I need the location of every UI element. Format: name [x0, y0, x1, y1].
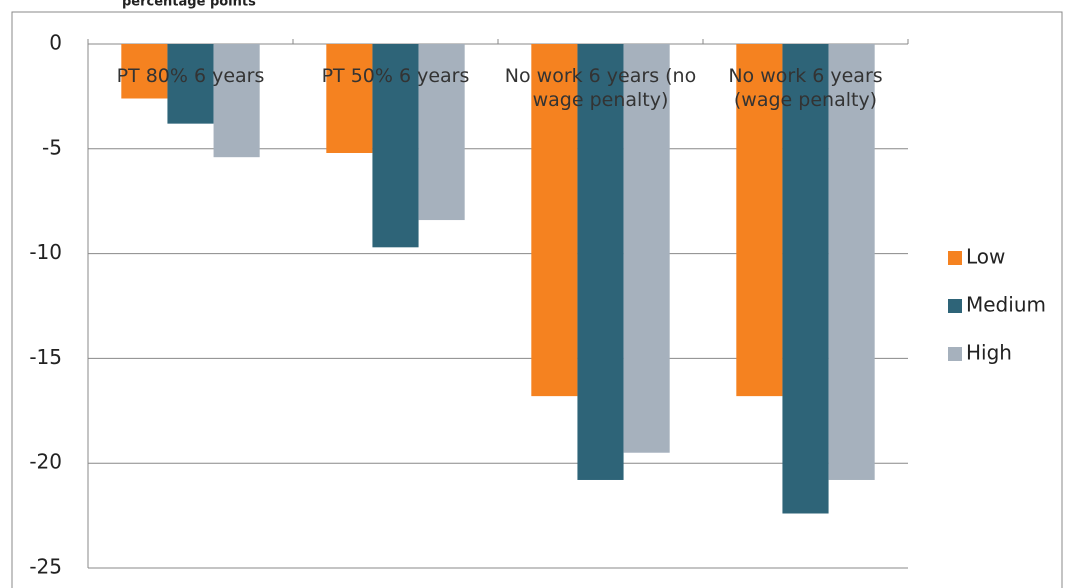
- y-tick-label: -10: [29, 240, 62, 264]
- bar: [418, 44, 465, 221]
- bar: [577, 44, 624, 480]
- y-tick-label: -25: [29, 555, 62, 579]
- bar: [531, 44, 578, 397]
- bar: [623, 44, 670, 453]
- x-tick-label: No work 6 years (no wage penalty): [504, 65, 697, 111]
- bar: [121, 44, 168, 99]
- bar: [782, 44, 829, 514]
- y-tick-label: 0: [49, 31, 62, 55]
- bar: [167, 44, 214, 124]
- bar: [736, 44, 783, 397]
- legend-swatch: [948, 299, 962, 313]
- legend-label: Low: [966, 245, 1005, 269]
- x-tick-label: No work 6 years (wage penalty): [728, 65, 883, 111]
- bar: [828, 44, 875, 480]
- bar: [326, 44, 373, 153]
- legend-swatch: [948, 347, 962, 361]
- chart-title: percentage points: [122, 0, 256, 10]
- legend-label: Medium: [966, 293, 1046, 317]
- bar: [372, 44, 419, 248]
- legend-label: High: [966, 341, 1012, 365]
- bar: [213, 44, 260, 158]
- x-tick-label: PT 50% 6 years: [321, 65, 470, 87]
- y-tick-label: -15: [29, 345, 62, 369]
- y-tick-label: -20: [29, 450, 62, 474]
- legend-swatch: [948, 251, 962, 265]
- x-tick-label: PT 80% 6 years: [116, 65, 265, 87]
- y-tick-label: -5: [42, 135, 62, 159]
- chart-border: [11, 11, 1063, 588]
